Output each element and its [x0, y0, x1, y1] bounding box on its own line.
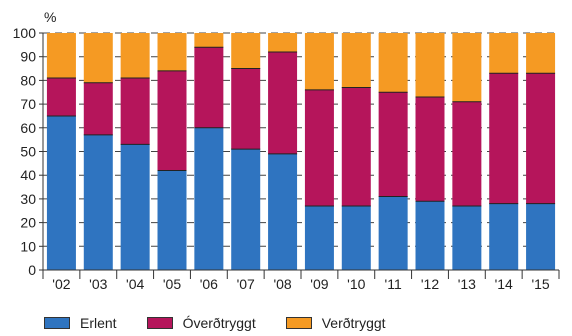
- x-tick-label: '09: [310, 276, 328, 292]
- y-tick-label: 80: [20, 72, 36, 88]
- legend-swatch-verdtryggt: [285, 317, 312, 329]
- bar-erlent-6: [268, 153, 298, 270]
- legend: Erlent Óverðtryggt Verðtryggt: [44, 315, 416, 331]
- x-tick-label: '12: [421, 276, 439, 292]
- y-axis-ticks: 0 10 20 30 40 50 60 70 80 90 100: [13, 25, 43, 278]
- legend-item-overdtryggt: Óverðtryggt: [146, 315, 256, 331]
- bar--ver-tryggt-7: [304, 89, 334, 207]
- legend-item-erlent: Erlent: [44, 315, 117, 331]
- x-tick-label: '08: [273, 276, 291, 292]
- legend-label-erlent: Erlent: [80, 315, 117, 331]
- bar-ver-tryggt-9: [378, 33, 408, 93]
- bar--ver-tryggt-0: [46, 78, 76, 116]
- bar-erlent-9: [378, 196, 408, 270]
- x-tick-label: '03: [89, 276, 107, 292]
- y-tick-label: 60: [20, 120, 36, 136]
- bar-ver-tryggt-7: [304, 33, 334, 90]
- legend-item-verdtryggt: Verðtryggt: [285, 315, 386, 331]
- bar-erlent-8: [341, 206, 371, 270]
- y-tick-label: 30: [20, 191, 36, 207]
- bar--ver-tryggt-6: [268, 51, 298, 154]
- grid-lines: [43, 32, 559, 247]
- bar-erlent-4: [194, 127, 224, 270]
- y-tick-label: 20: [20, 215, 36, 231]
- bar-ver-tryggt-6: [268, 33, 298, 52]
- y-tick-label: 0: [28, 262, 36, 278]
- bar-erlent-3: [157, 170, 187, 270]
- x-tick-label: '13: [458, 276, 476, 292]
- y-tick-label: 90: [20, 49, 36, 65]
- x-tick-label: '02: [52, 276, 70, 292]
- x-tick-label: '04: [126, 276, 144, 292]
- stacked-bar-chart: % 0 10 20 30 40 50 60 70 80 90 100 '02 '03 '04 '05 '06…: [13, 9, 560, 292]
- legend-label-verdtryggt: Verðtryggt: [321, 315, 386, 331]
- y-tick-label: 70: [20, 96, 36, 112]
- legend-swatch-overdtryggt: [146, 317, 173, 329]
- bar--ver-tryggt-13: [526, 73, 556, 204]
- bar--ver-tryggt-2: [120, 78, 150, 145]
- y-tick-label: 50: [20, 144, 36, 160]
- bar--ver-tryggt-4: [194, 47, 224, 128]
- bar-ver-tryggt-1: [83, 33, 113, 83]
- bar-ver-tryggt-12: [489, 33, 519, 74]
- bar-erlent-5: [231, 149, 261, 270]
- bar-ver-tryggt-13: [526, 33, 556, 74]
- bar-erlent-1: [83, 134, 113, 270]
- bar--ver-tryggt-11: [452, 101, 482, 207]
- bar--ver-tryggt-8: [341, 87, 371, 207]
- bar--ver-tryggt-12: [489, 73, 519, 204]
- bar-erlent-13: [526, 203, 556, 270]
- x-tick-label: '14: [495, 276, 513, 292]
- bar-ver-tryggt-8: [341, 33, 371, 88]
- bar-ver-tryggt-10: [415, 33, 445, 97]
- legend-label-overdtryggt: Óverðtryggt: [182, 315, 256, 331]
- x-tick-label: '07: [237, 276, 255, 292]
- bar-ver-tryggt-3: [157, 33, 187, 71]
- legend-swatch-erlent: [44, 317, 70, 329]
- y-tick-label: 100: [13, 25, 37, 41]
- x-tick-label: '05: [163, 276, 181, 292]
- x-axis-ticks: '02 '03 '04 '05 '06 '07 '08 '09 '10 '11 '12 '13 '14 '…: [42, 270, 560, 292]
- x-tick-label: '06: [200, 276, 218, 292]
- x-tick-label: '11: [385, 276, 402, 292]
- x-tick-label: '10: [347, 276, 365, 292]
- bar--ver-tryggt-5: [231, 68, 261, 150]
- bar--ver-tryggt-3: [157, 70, 187, 171]
- bar-ver-tryggt-5: [231, 33, 261, 69]
- bar-ver-tryggt-11: [452, 33, 482, 102]
- bars: [46, 33, 556, 270]
- y-tick-label: 10: [20, 238, 36, 254]
- bar-ver-tryggt-4: [194, 33, 224, 48]
- bar--ver-tryggt-1: [83, 82, 113, 135]
- bar-ver-tryggt-0: [46, 33, 76, 79]
- bar-erlent-10: [415, 201, 445, 270]
- y-axis-unit-label: %: [44, 9, 56, 25]
- bar-erlent-0: [46, 115, 76, 270]
- bar-erlent-11: [452, 206, 482, 270]
- bar-ver-tryggt-2: [120, 33, 150, 79]
- x-tick-label: '15: [531, 276, 549, 292]
- bar-erlent-12: [489, 203, 519, 270]
- y-tick-label: 40: [20, 167, 36, 183]
- bar--ver-tryggt-10: [415, 96, 445, 202]
- bar-erlent-7: [304, 206, 334, 270]
- bar--ver-tryggt-9: [378, 92, 408, 197]
- bar-erlent-2: [120, 144, 150, 270]
